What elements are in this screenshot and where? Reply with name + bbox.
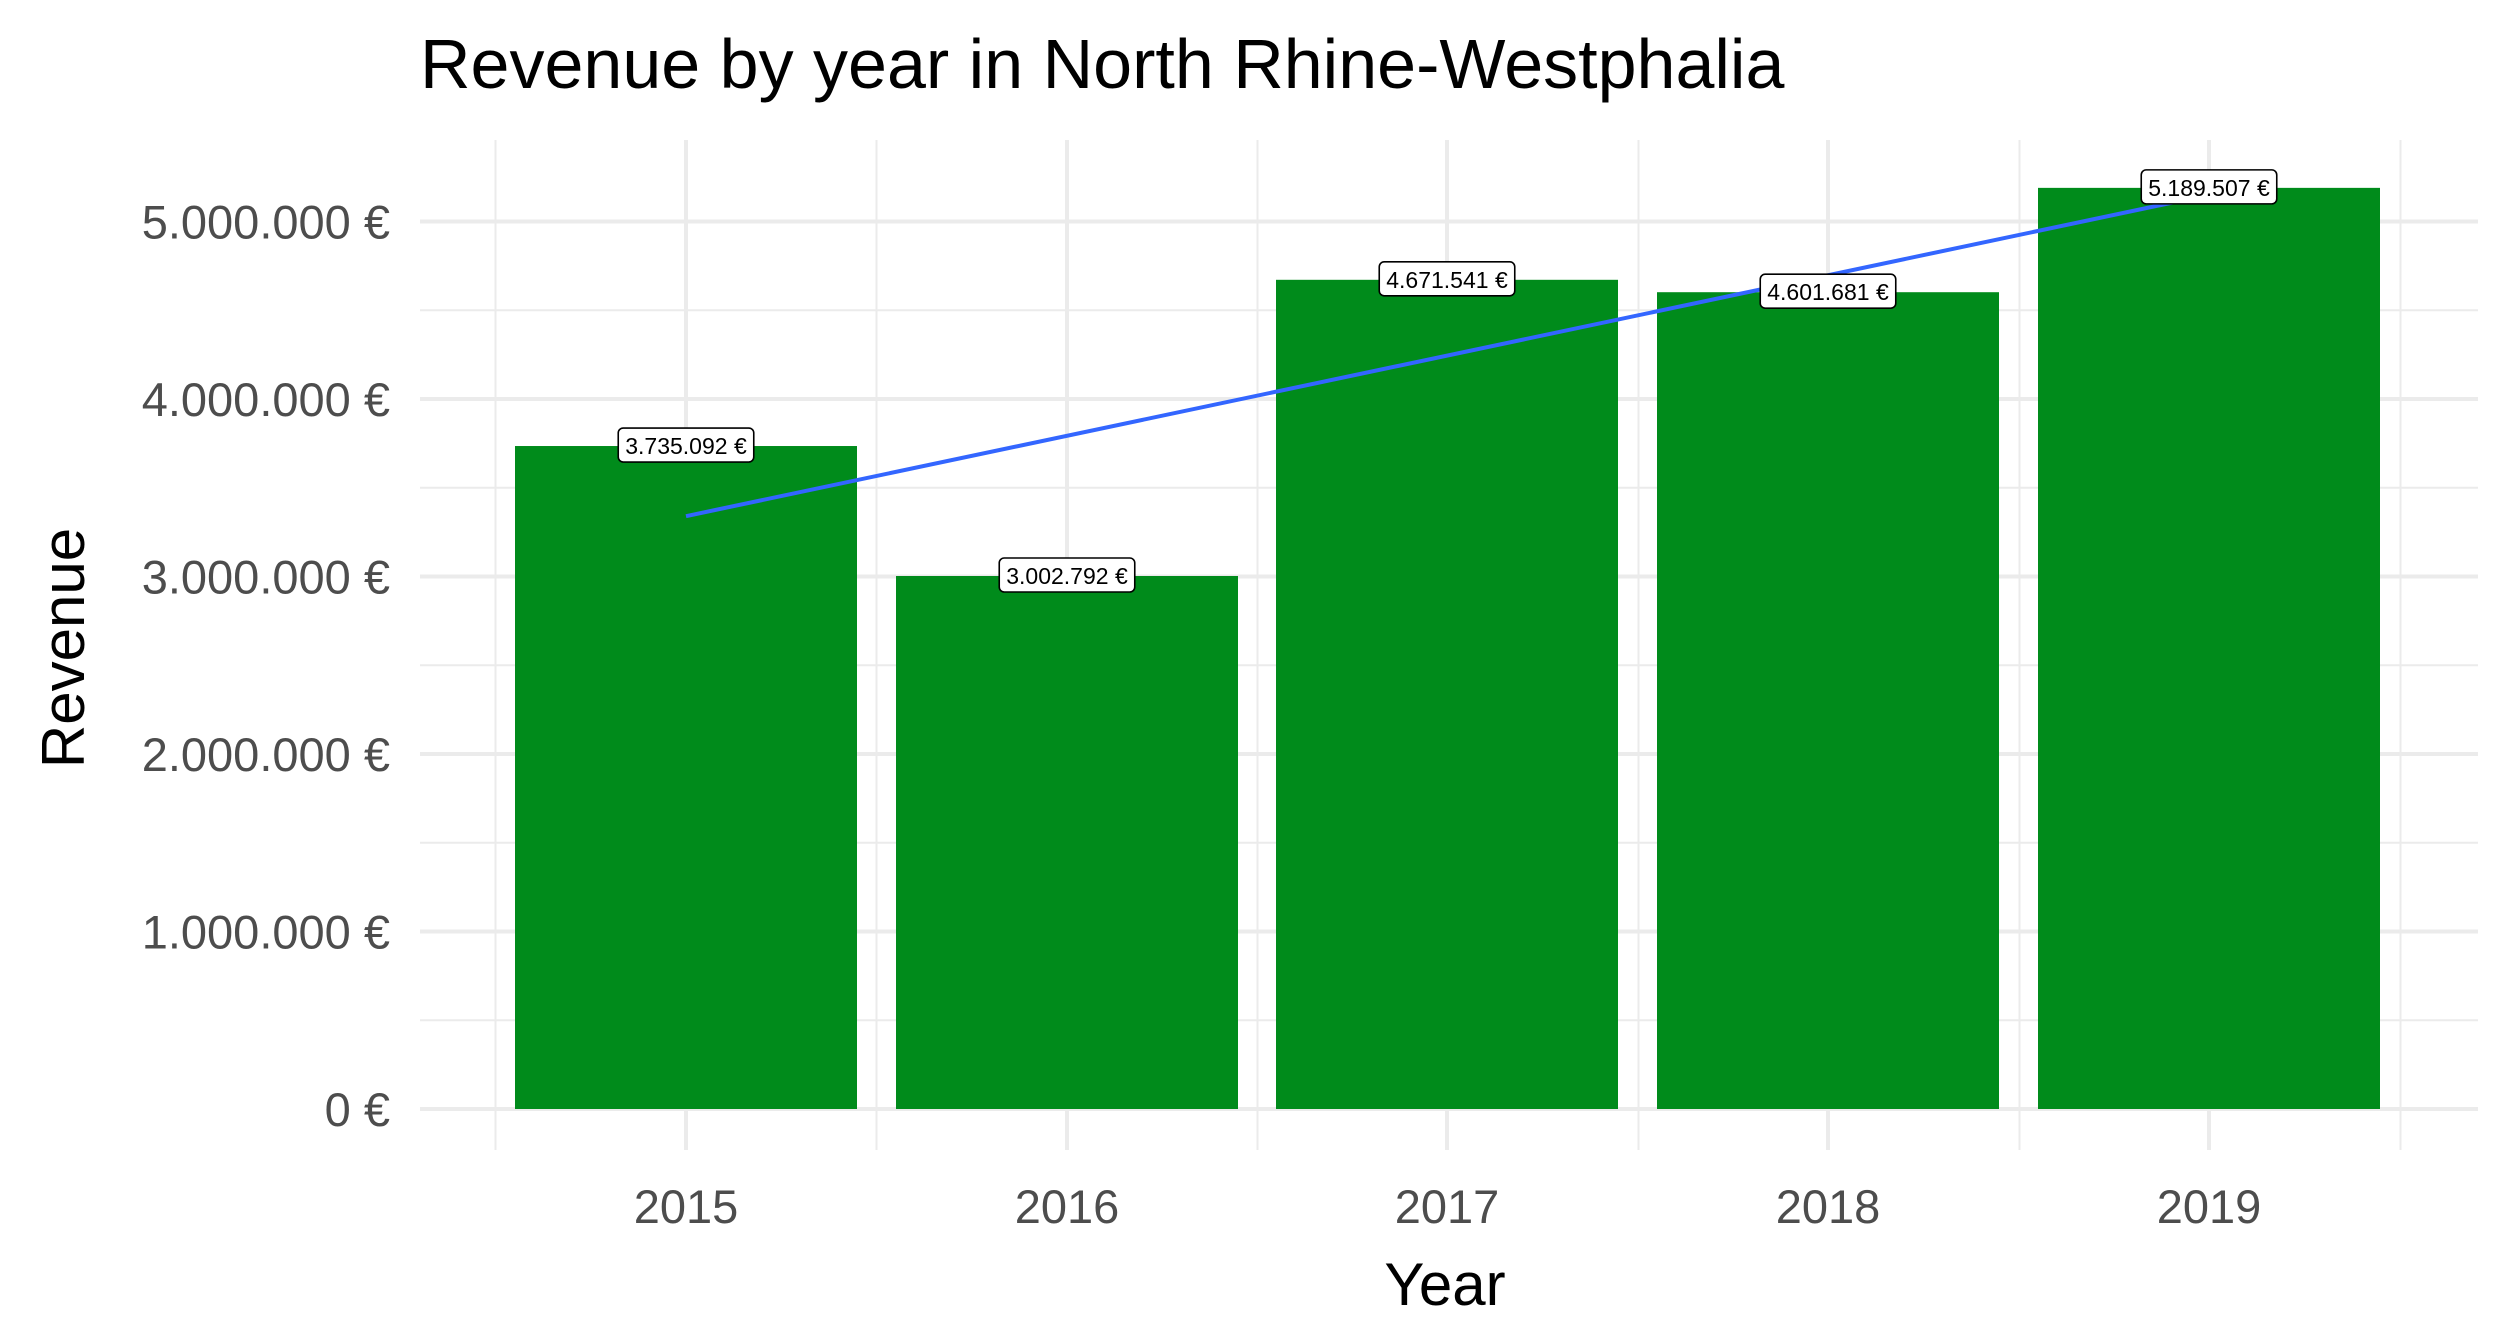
data-label-box (617, 427, 755, 463)
x-tick-label: 2018 (1776, 1180, 1881, 1233)
chart-title: Revenue by year in North Rhine-Westphali… (420, 25, 1784, 103)
bar-2018 (1657, 292, 1999, 1109)
data-label-box (1759, 273, 1897, 310)
y-tick-label: 3.000.000 € (142, 551, 390, 604)
y-axis-title: Revenue (30, 528, 97, 768)
bar-2019 (2038, 187, 2380, 1110)
trend-line-layer (685, 192, 2210, 519)
bar-2017 (1276, 279, 1618, 1109)
y-tick-label: 2.000.000 € (142, 728, 390, 781)
bar-2016 (896, 576, 1238, 1109)
bar-series (515, 187, 2380, 1110)
x-tick-label: 2017 (1395, 1180, 1500, 1233)
data-label-box (2140, 169, 2278, 205)
data-label-box (998, 557, 1136, 593)
data-label-2016: 3.002.792 € (998, 557, 1136, 593)
data-label-box (1378, 261, 1516, 297)
data-label-2017: 4.671.541 € (1378, 261, 1516, 297)
y-tick-label: 5.000.000 € (142, 196, 390, 249)
bar-2015 (515, 446, 857, 1109)
data-label-text: 3.002.792 € (1006, 563, 1128, 589)
data-label-2019: 5.189.507 € (2140, 169, 2278, 205)
y-tick-label: 4.000.000 € (142, 373, 390, 426)
data-label-text: 4.601.681 € (1767, 279, 1889, 305)
data-label-2015: 3.735.092 € (617, 427, 755, 463)
trend-line (685, 192, 2210, 519)
x-tick-label: 2015 (634, 1180, 739, 1233)
data-labels: 3.735.092 € 3.002.792 € 4.671.541 € 4.601.6… (617, 169, 2278, 593)
x-axis-ticks: 2015 2016 2017 2018 2019 (634, 1180, 2262, 1233)
data-label-text: 3.735.092 € (625, 433, 747, 459)
x-tick-label: 2019 (2157, 1180, 2262, 1233)
data-label-2018: 4.601.681 € (1759, 273, 1897, 310)
x-tick-label: 2016 (1015, 1180, 1120, 1233)
y-tick-label: 0 € (325, 1083, 390, 1136)
data-label-text: 4.671.541 € (1386, 267, 1508, 293)
y-tick-label: 1.000.000 € (142, 906, 390, 959)
x-axis-title: Year (1384, 1251, 1505, 1318)
y-axis-ticks: 0 € 1.000.000 € 2.000.000 € 3.000.000 € 4.00… (142, 196, 390, 1137)
data-label-text: 5.189.507 € (2148, 175, 2270, 201)
